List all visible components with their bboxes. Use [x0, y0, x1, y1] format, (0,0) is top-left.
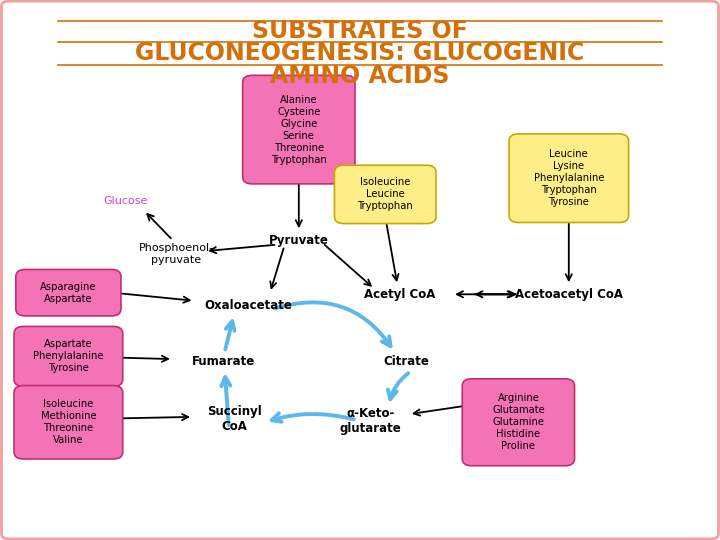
- FancyBboxPatch shape: [334, 165, 436, 224]
- Text: Pyruvate: Pyruvate: [269, 234, 329, 247]
- Text: Acetyl CoA: Acetyl CoA: [364, 288, 436, 301]
- Text: Succinyl
CoA: Succinyl CoA: [207, 404, 261, 433]
- Text: AMINO ACIDS: AMINO ACIDS: [270, 64, 450, 87]
- Text: Asparagine
Aspartate: Asparagine Aspartate: [40, 282, 96, 303]
- Text: α-Keto-
glutarate: α-Keto- glutarate: [340, 407, 402, 435]
- FancyBboxPatch shape: [16, 269, 121, 316]
- Text: Leucine
Lysine
Phenylalanine
Tryptophan
Tyrosine: Leucine Lysine Phenylalanine Tryptophan …: [534, 149, 604, 207]
- Text: Oxaloacetate: Oxaloacetate: [204, 299, 292, 312]
- Text: Phosphoenol-
pyruvate: Phosphoenol- pyruvate: [139, 243, 214, 265]
- FancyBboxPatch shape: [243, 76, 355, 184]
- FancyBboxPatch shape: [14, 386, 122, 459]
- FancyBboxPatch shape: [14, 326, 122, 387]
- Text: Isoleucine
Methionine
Threonine
Valine: Isoleucine Methionine Threonine Valine: [40, 399, 96, 446]
- Text: Isoleucine
Leucine
Tryptophan: Isoleucine Leucine Tryptophan: [357, 178, 413, 211]
- Text: Acetoacetyl CoA: Acetoacetyl CoA: [515, 288, 623, 301]
- Text: Citrate: Citrate: [384, 355, 430, 368]
- Text: Aspartate
Phenylalanine
Tyrosine: Aspartate Phenylalanine Tyrosine: [33, 340, 104, 373]
- Text: Glucose: Glucose: [104, 196, 148, 206]
- FancyBboxPatch shape: [509, 134, 629, 222]
- Text: Arginine
Glutamate
Glutamine
Histidine
Proline: Arginine Glutamate Glutamine Histidine P…: [492, 393, 545, 451]
- Text: Alanine
Cysteine
Glycine
Serine
Threonine
Tryptophan: Alanine Cysteine Glycine Serine Threonin…: [271, 94, 327, 165]
- Text: SUBSTRATES OF: SUBSTRATES OF: [252, 19, 468, 43]
- FancyBboxPatch shape: [462, 379, 575, 465]
- Text: Fumarate: Fumarate: [192, 355, 255, 368]
- Text: GLUCONEOGENESIS: GLUCOGENIC: GLUCONEOGENESIS: GLUCOGENIC: [135, 40, 585, 64]
